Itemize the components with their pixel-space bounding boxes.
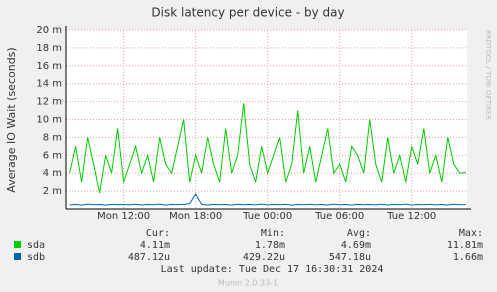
y-tick-label: 8 m (43, 132, 62, 143)
y-tick-label: 6 m (43, 150, 62, 161)
legend-stat: 4.69m (341, 240, 371, 251)
last-update: Last update: Tue Dec 17 16:30:31 2024 (161, 264, 384, 275)
legend-header: Min: (261, 228, 285, 239)
legend-stat: 487.12u (128, 252, 170, 263)
footer: Munin 2.0.33-1 (218, 279, 278, 288)
x-tick-label: Tue 12:00 (386, 211, 436, 222)
y-tick-label: 12 m (36, 97, 62, 108)
legend-header: Max: (459, 228, 483, 239)
legend-stat: 429.22u (243, 252, 285, 263)
legend-label: sda (27, 240, 45, 251)
x-tick-label: Mon 18:00 (169, 211, 222, 222)
y-axis-label: Average IO Wait (seconds) (5, 47, 18, 192)
legend-stat: 1.66m (453, 252, 483, 263)
legend-label: sdb (27, 252, 45, 263)
y-tick-label: 20 m (36, 25, 62, 36)
legend-stat: 11.81m (447, 240, 483, 251)
x-tick-label: Tue 06:00 (314, 211, 364, 222)
side-text: RRDTOOL / TOBI OETIKER (484, 30, 492, 120)
x-tick-label: Mon 12:00 (97, 211, 150, 222)
legend-swatch (14, 241, 21, 248)
legend-stat: 4.11m (140, 240, 170, 251)
series-line (69, 103, 466, 194)
y-tick-label: 16 m (36, 61, 62, 72)
legend-stat: 547.18u (329, 252, 371, 263)
chart-title: Disk latency per device - by day (151, 6, 344, 20)
y-tick-label: 10 m (36, 115, 62, 126)
y-tick-label: 4 m (43, 168, 62, 179)
legend-header: Cur: (146, 228, 170, 239)
y-tick-label: 14 m (36, 79, 62, 90)
x-tick-label: Tue 00:00 (242, 211, 292, 222)
y-tick-label: 2 m (43, 186, 62, 197)
y-tick-label: 18 m (36, 43, 62, 54)
series-line (69, 193, 466, 206)
legend-swatch (14, 253, 21, 260)
legend-header: Avg: (347, 228, 371, 239)
legend-stat: 1.78m (255, 240, 285, 251)
